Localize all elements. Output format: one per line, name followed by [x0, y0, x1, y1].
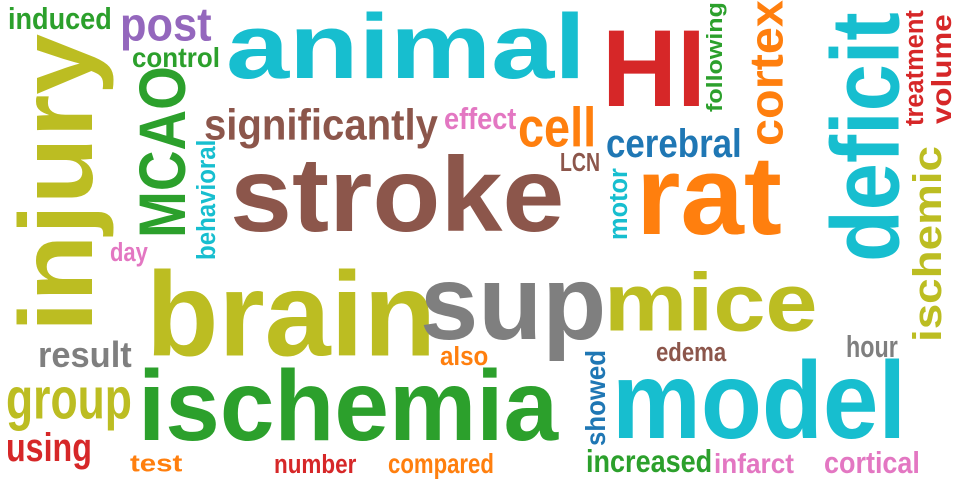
word-volume: volume: [926, 14, 958, 124]
word-rat: rat: [636, 133, 782, 259]
word-test: test: [130, 450, 183, 478]
word-induced: induced: [8, 1, 112, 36]
word-injury: injury: [0, 33, 116, 332]
word-treatment: treatment: [899, 10, 929, 126]
word-following: following: [701, 2, 727, 112]
word-cortex: cortex: [740, 0, 794, 146]
word-cell: cell: [518, 96, 597, 160]
word-stroke: stroke: [230, 135, 565, 254]
word-number: number: [274, 449, 357, 479]
word-edema: edema: [656, 337, 727, 367]
word-group: group: [6, 365, 132, 432]
word-control: control: [132, 42, 220, 74]
word-sup: sup: [420, 243, 607, 362]
word-brain: brain: [146, 248, 437, 382]
word-hi: HI: [602, 6, 706, 130]
word-day: day: [110, 237, 148, 267]
word-model: model: [612, 338, 907, 462]
word-ischemic: ischemic: [905, 146, 951, 342]
word-compared: compared: [388, 448, 494, 480]
word-showed: showed: [580, 350, 612, 446]
word-post: post: [120, 0, 212, 52]
word-infarct: infarct: [714, 448, 794, 480]
word-significantly: significantly: [204, 100, 438, 150]
word-cerebral: cerebral: [606, 121, 742, 167]
word-result: result: [38, 335, 132, 376]
word-using: using: [6, 425, 92, 471]
word-increased: increased: [586, 443, 713, 479]
word-animal: animal: [226, 0, 586, 99]
word-cortical: cortical: [824, 445, 920, 480]
word-mcao: MCAO: [125, 66, 200, 238]
word-hour: hour: [846, 329, 898, 364]
word-lcn: LCN: [560, 147, 601, 177]
word-also: also: [440, 341, 489, 371]
word-behavioral: behavioral: [191, 139, 221, 260]
word-motor: motor: [603, 168, 633, 240]
word-ischemia: ischemia: [138, 350, 559, 462]
word-mice: mice: [604, 256, 818, 349]
word-effect: effect: [444, 101, 517, 136]
